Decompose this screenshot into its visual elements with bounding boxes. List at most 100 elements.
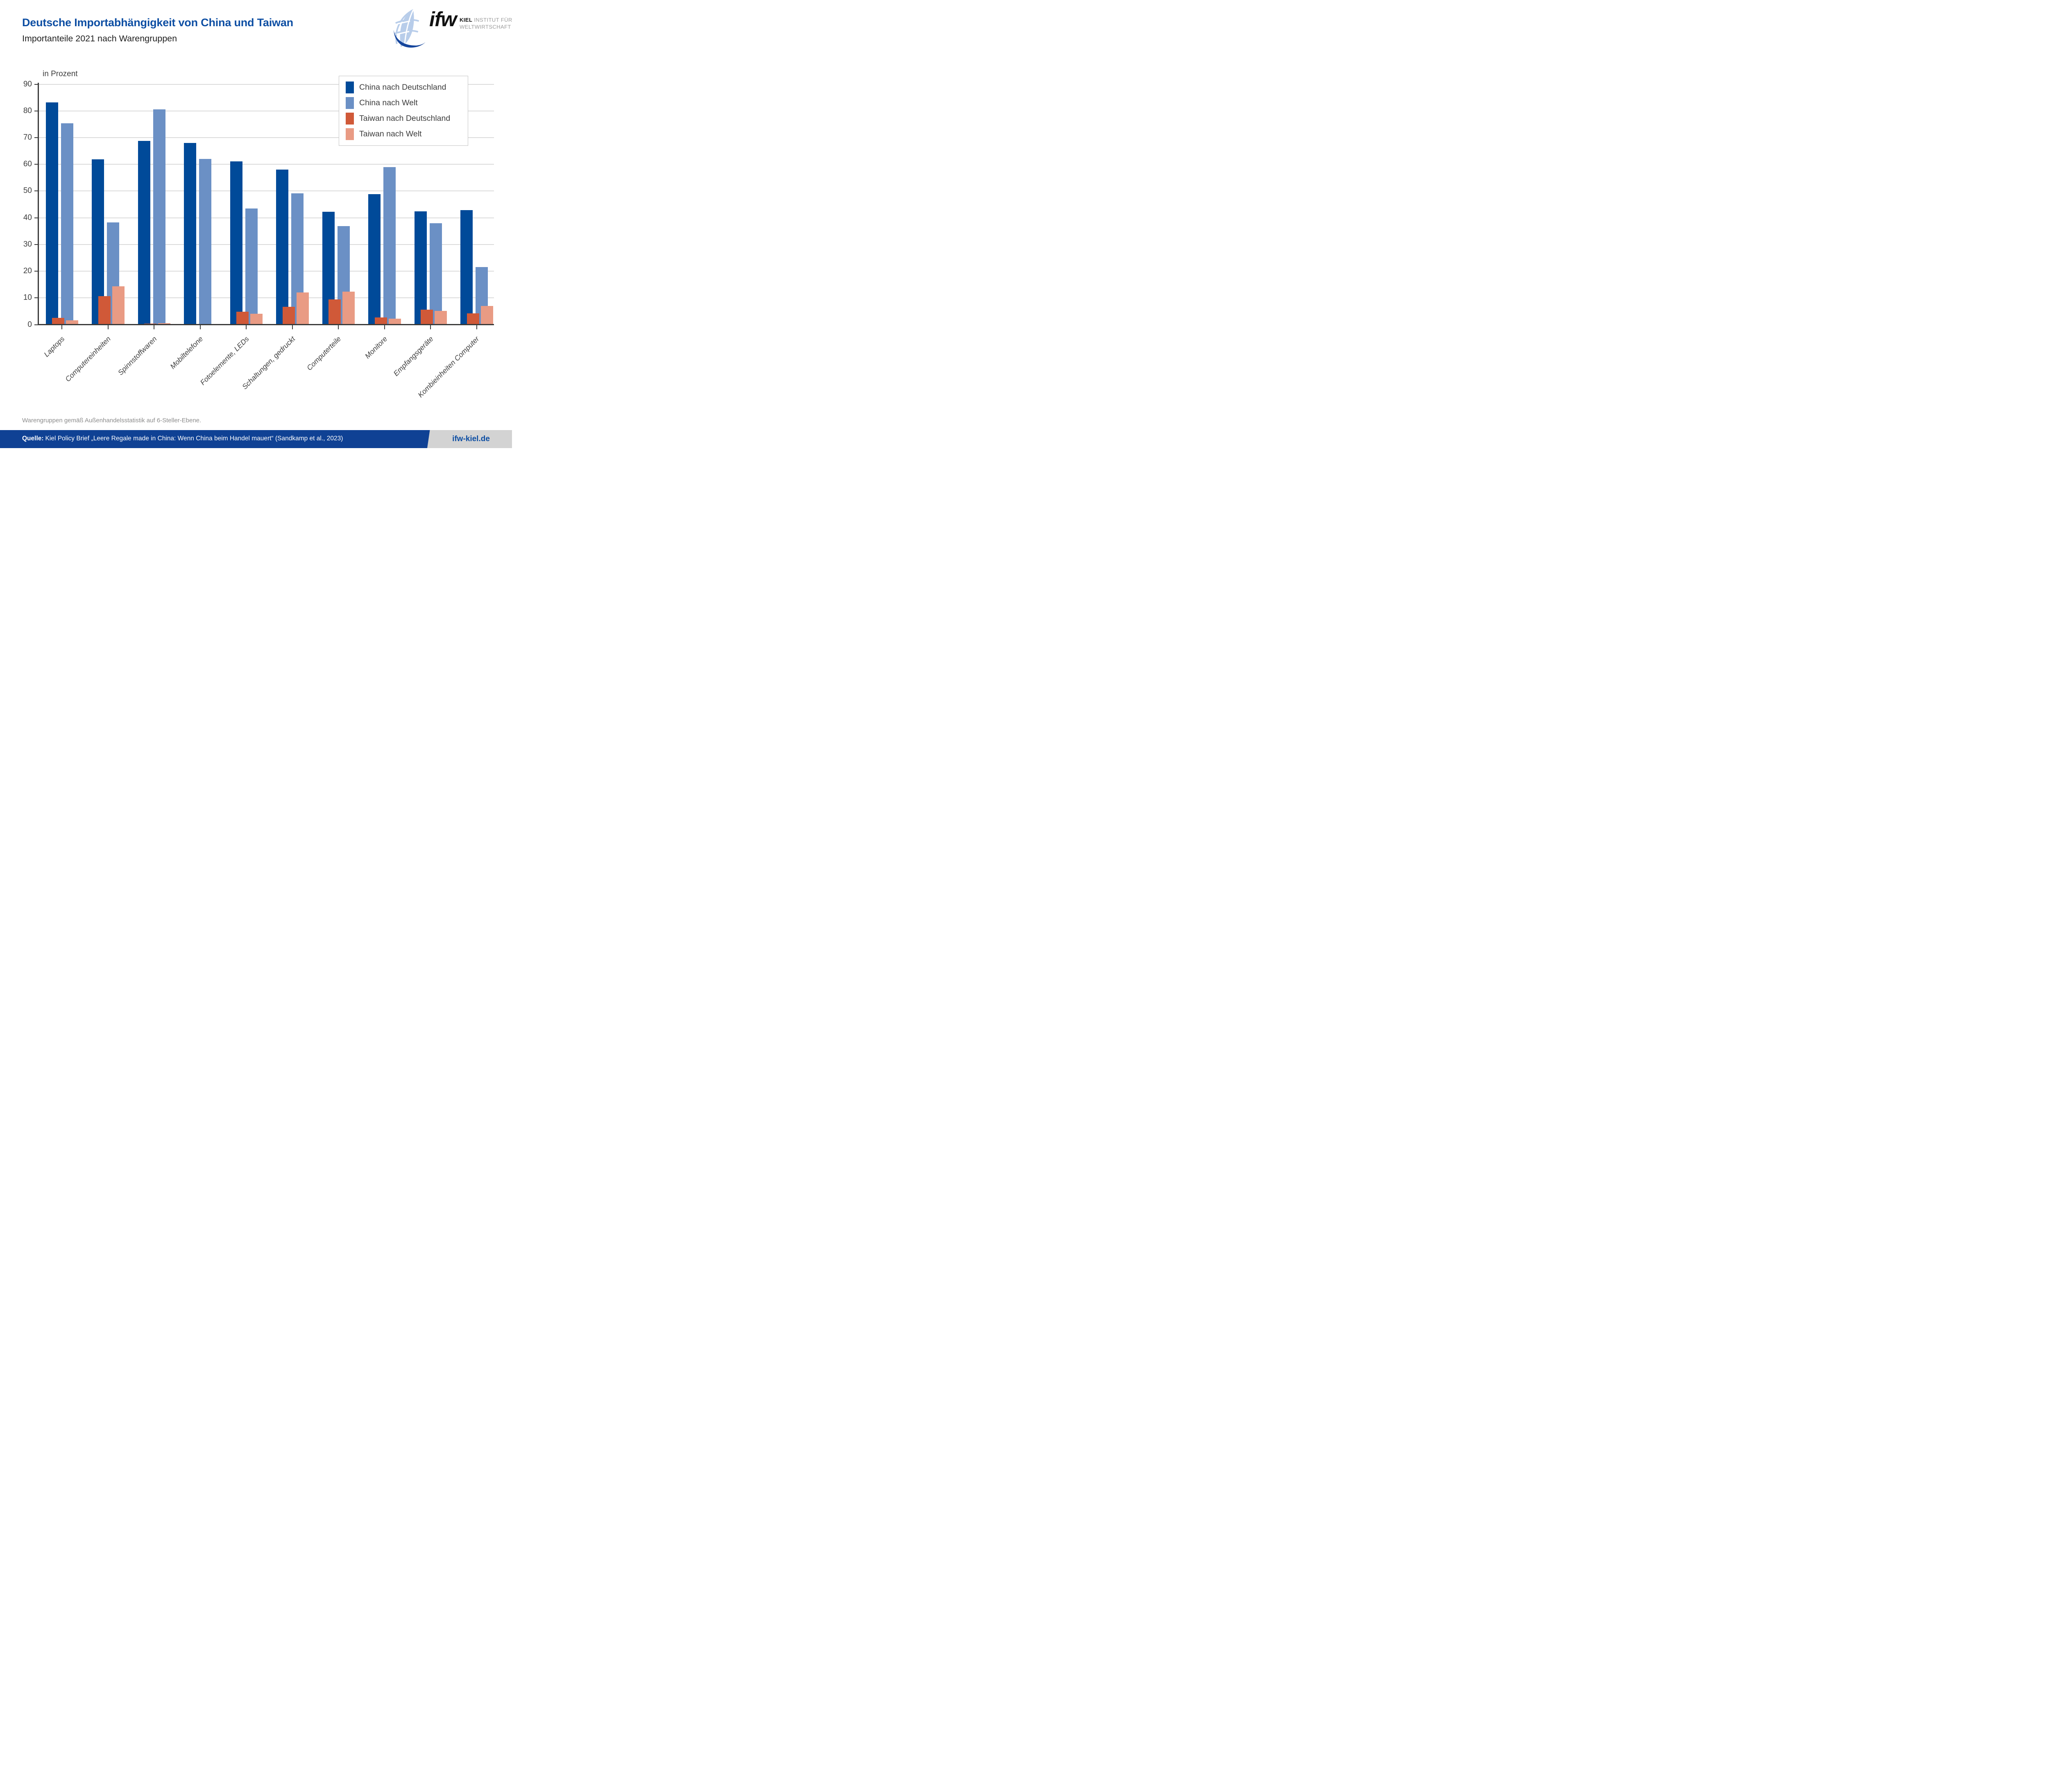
bar-china-nach-deutschland-3 [184, 143, 197, 325]
bar-taiwan-nach-deutschland-4 [236, 312, 249, 325]
x-tick-5 [292, 325, 293, 329]
y-tick-90 [34, 84, 38, 85]
x-category-label-2: Spinnstoffwaren [116, 334, 159, 377]
bar-taiwan-nach-deutschland-6 [328, 299, 341, 325]
footer-bar-right [427, 430, 512, 448]
bar-china-nach-deutschland-4 [230, 161, 242, 325]
y-tick-label-10: 10 [23, 293, 32, 302]
bar-taiwan-nach-welt-0 [66, 320, 78, 325]
gridline-90 [38, 84, 494, 85]
x-tick-9 [476, 325, 477, 329]
x-category-label-7: Monitore [363, 334, 389, 360]
logo-weltwirtschaft: WELTWIRTSCHAFT [460, 24, 511, 30]
bar-china-nach-welt-3 [199, 159, 212, 325]
x-tick-0 [61, 325, 63, 329]
bar-china-nach-welt-8 [429, 223, 442, 325]
legend-item-3: Taiwan nach Welt [346, 128, 461, 140]
y-tick-label-60: 60 [23, 160, 32, 169]
legend-label: China nach Deutschland [359, 83, 446, 92]
gridline-20 [38, 271, 494, 272]
bar-taiwan-nach-welt-9 [480, 306, 493, 325]
bar-taiwan-nach-deutschland-9 [467, 313, 479, 325]
y-tick-50 [34, 190, 38, 192]
x-tick-4 [246, 325, 247, 329]
x-tick-3 [199, 325, 201, 329]
y-tick-label-0: 0 [27, 320, 32, 329]
gridline-30 [38, 244, 494, 245]
legend-swatch-icon [346, 113, 354, 125]
bar-taiwan-nach-welt-6 [342, 292, 355, 325]
bar-china-nach-welt-2 [153, 109, 165, 325]
legend-label: China nach Welt [359, 98, 418, 107]
globe-icon [393, 9, 426, 48]
x-tick-1 [107, 325, 109, 329]
bar-china-nach-deutschland-9 [460, 210, 473, 325]
page: Deutsche Importabhängigkeit von China un… [0, 0, 512, 448]
gridline-60 [38, 164, 494, 165]
legend-swatch-icon [346, 128, 354, 140]
x-category-label-4: Fotoelemente, LEDs [198, 334, 251, 387]
legend-label: Taiwan nach Deutschland [359, 114, 451, 123]
legend-item-2: Taiwan nach Deutschland [346, 113, 461, 125]
bar-taiwan-nach-deutschland-7 [374, 317, 387, 325]
x-axis-line [38, 324, 494, 325]
page-subtitle: Importanteile 2021 nach Warengruppen [22, 34, 177, 43]
bar-china-nach-welt-7 [383, 167, 396, 325]
legend-item-1: China nach Welt [346, 97, 461, 109]
y-tick-20 [34, 271, 38, 272]
bar-china-nach-deutschland-2 [138, 140, 150, 325]
y-tick-0 [34, 324, 38, 325]
legend-label: Taiwan nach Welt [359, 129, 422, 138]
website-link[interactable]: ifw-kiel.de [452, 435, 490, 443]
y-tick-30 [34, 244, 38, 245]
bar-taiwan-nach-deutschland-0 [52, 317, 65, 325]
logo-wordmark: ifw [429, 8, 457, 31]
y-tick-label-40: 40 [23, 213, 32, 222]
x-category-label-5: Schaltungen, gedruckt [240, 334, 297, 391]
logo-kiel: KIEL [460, 17, 473, 23]
x-category-label-0: Laptops [42, 334, 66, 358]
legend: China nach Deutschland China nach Welt Tai… [339, 76, 468, 146]
x-tick-7 [384, 325, 385, 329]
bar-china-nach-welt-0 [61, 123, 73, 325]
gridline-10 [38, 297, 494, 299]
gridline-40 [38, 217, 494, 218]
x-tick-8 [430, 325, 431, 329]
y-tick-label-80: 80 [23, 106, 32, 115]
y-axis-unit-label: in Prozent [43, 70, 78, 78]
footer-bar [0, 430, 512, 448]
source-line: Quelle: Kiel Policy Brief „Leere Regale m… [22, 435, 343, 442]
bar-china-nach-welt-4 [245, 208, 258, 325]
gridline-50 [38, 190, 494, 192]
gridline-70 [38, 137, 494, 138]
source-label: Quelle: [22, 435, 44, 442]
x-category-label-8: Empfangsgeräte [392, 334, 435, 378]
x-tick-6 [338, 325, 339, 329]
bar-china-nach-deutschland-8 [414, 211, 427, 325]
bar-taiwan-nach-welt-5 [296, 292, 309, 325]
x-category-label-1: Computereinheiten [63, 334, 112, 383]
bar-taiwan-nach-deutschland-8 [421, 309, 433, 325]
ifw-logo: ifw KIEL INSTITUT FÜR WELTWIRTSCHAFT [392, 6, 512, 52]
logo-institut: INSTITUT FÜR [472, 17, 512, 23]
y-tick-label-70: 70 [23, 133, 32, 142]
y-tick-10 [34, 297, 38, 299]
y-tick-label-90: 90 [23, 79, 32, 88]
bar-chart: in Prozent 0 10 20 30 40 50 60 70 80 90 Laptops Com… [0, 0, 512, 448]
legend-swatch-icon [346, 82, 354, 93]
bar-china-nach-deutschland-7 [368, 194, 381, 325]
logo-text: KIEL INSTITUT FÜR WELTWIRTSCHAFT [460, 16, 512, 30]
y-tick-label-50: 50 [23, 186, 32, 195]
y-axis-line [38, 82, 39, 325]
bar-taiwan-nach-welt-2 [158, 323, 170, 325]
y-tick-60 [34, 164, 38, 165]
bar-taiwan-nach-welt-8 [435, 311, 447, 325]
bar-taiwan-nach-deutschland-5 [282, 307, 295, 325]
bar-taiwan-nach-welt-7 [388, 319, 401, 325]
legend-swatch-icon [346, 97, 354, 109]
legend-item-0: China nach Deutschland [346, 82, 461, 93]
bar-china-nach-deutschland-0 [45, 102, 58, 325]
y-tick-70 [34, 137, 38, 138]
page-title: Deutsche Importabhängigkeit von China un… [22, 16, 293, 29]
x-category-label-6: Computerteile [305, 334, 343, 372]
